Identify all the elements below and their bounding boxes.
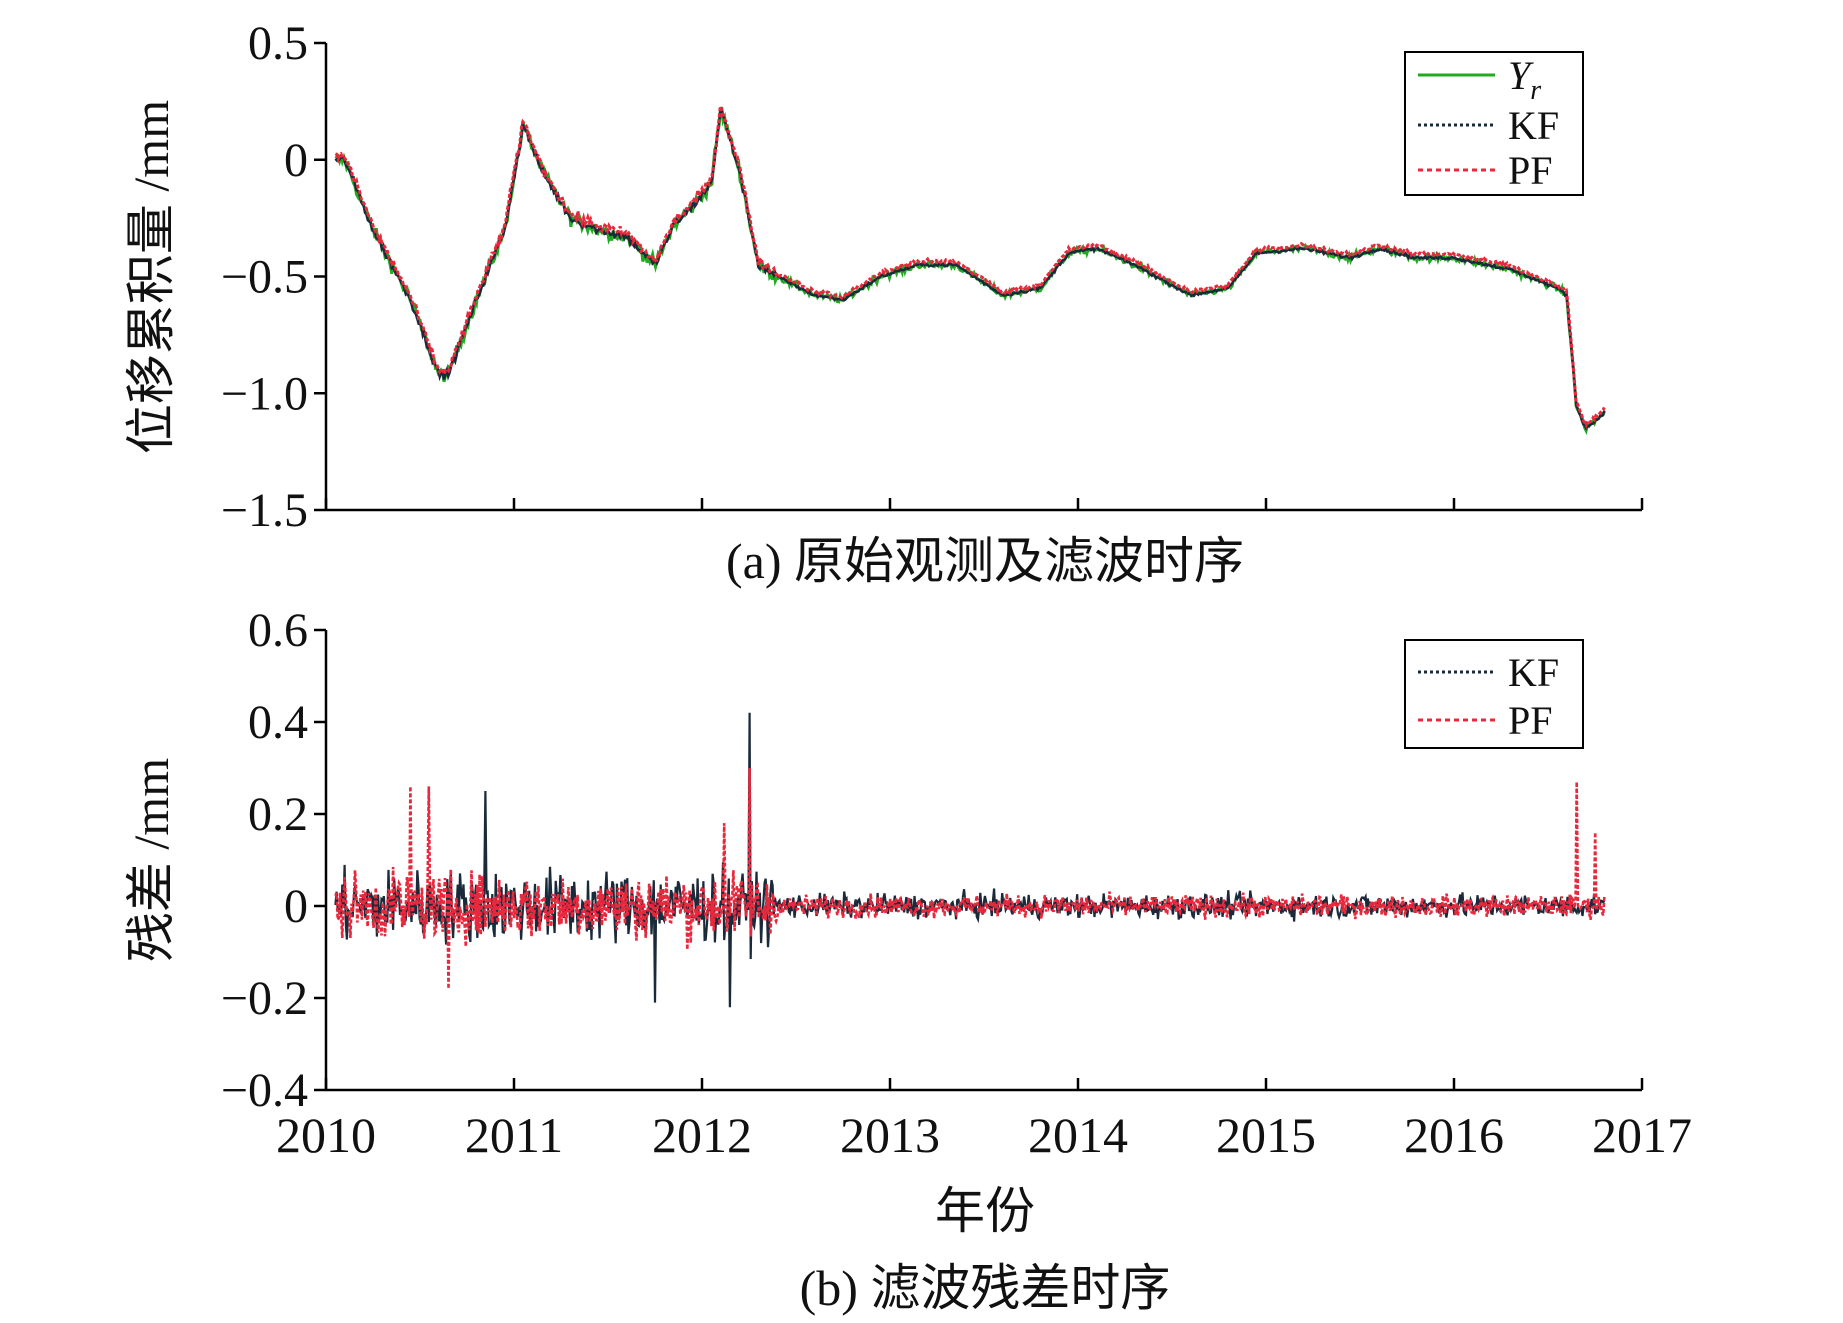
legend-label-kf: KF bbox=[1508, 650, 1559, 695]
y-tick-label: −0.2 bbox=[221, 972, 308, 1025]
x-tick-label: 2015 bbox=[1216, 1107, 1316, 1163]
panel-a-legend: Yr KF PF bbox=[1404, 51, 1584, 196]
panel-b-chart: 2010 2011 2012 2013 2014 2015 2016 2017 0.60.40… bbox=[123, 604, 1692, 1316]
x-tick-label: 2011 bbox=[465, 1107, 563, 1163]
panel-a-plot-area bbox=[334, 105, 1606, 435]
panel-a-chart: 0.5 0 −0.5 −1.0 −1.5 位移累积量 /mm (a) 原始观测及滤波时序… bbox=[123, 17, 1644, 589]
y-tick-label: −0.5 bbox=[221, 251, 308, 304]
y-tick-label: −1.0 bbox=[221, 367, 308, 420]
x-tick-label: 2010 bbox=[276, 1107, 376, 1163]
legend-label-pf: PF bbox=[1508, 698, 1553, 743]
panel-b-caption: (b) 滤波残差时序 bbox=[800, 1260, 1171, 1316]
residual-line-pf bbox=[334, 767, 1606, 989]
y-tick-label: −0.4 bbox=[221, 1064, 308, 1117]
y-tick-label: 0.4 bbox=[248, 696, 308, 749]
y-tick-label: 0.6 bbox=[248, 604, 308, 657]
panel-b-legend-box bbox=[1404, 639, 1584, 749]
panel-b-x-ticks: 2010 2011 2012 2013 2014 2015 2016 2017 bbox=[276, 1078, 1692, 1163]
panel-b-legend: KF PF bbox=[1404, 639, 1584, 749]
residual-line-kf bbox=[334, 712, 1606, 1008]
y-tick-label: 0 bbox=[284, 134, 308, 187]
x-tick-label: 2012 bbox=[652, 1107, 752, 1163]
legend-label-pf: PF bbox=[1508, 148, 1553, 193]
y-tick-label: 0 bbox=[284, 880, 308, 933]
panel-b-y-ticks: 0.6 0.4 0.2 0 −0.2 −0.4 bbox=[221, 604, 326, 1117]
panel-b-x-axis-label: 年份 bbox=[935, 1183, 1035, 1239]
y-tick-label: 0.2 bbox=[248, 788, 308, 841]
y-tick-label: 0.5 bbox=[248, 17, 308, 70]
x-tick-label: 2016 bbox=[1404, 1107, 1504, 1163]
x-tick-label: 2013 bbox=[840, 1107, 940, 1163]
panel-b-plot-area bbox=[334, 712, 1606, 1008]
legend-label-yr: Yr bbox=[1508, 53, 1541, 106]
y-tick-label: −1.5 bbox=[221, 484, 308, 537]
legend-label-kf: KF bbox=[1508, 103, 1559, 148]
panel-b-y-axis-label: 残差 /mm bbox=[123, 758, 179, 962]
panel-a-caption: (a) 原始观测及滤波时序 bbox=[726, 533, 1244, 589]
panel-a-y-axis-label: 位移累积量 /mm bbox=[123, 100, 179, 454]
x-tick-label: 2017 bbox=[1592, 1107, 1692, 1163]
panel-a-y-ticks: 0.5 0 −0.5 −1.0 −1.5 bbox=[221, 17, 326, 537]
panel-a-x-ticks bbox=[324, 498, 1644, 510]
x-tick-label: 2014 bbox=[1028, 1107, 1128, 1163]
